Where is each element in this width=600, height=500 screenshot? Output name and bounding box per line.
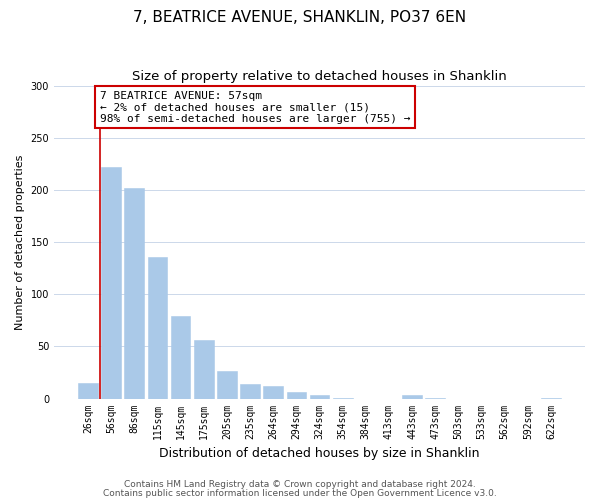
Text: Contains HM Land Registry data © Crown copyright and database right 2024.: Contains HM Land Registry data © Crown c… bbox=[124, 480, 476, 489]
Bar bbox=[78, 383, 98, 398]
X-axis label: Distribution of detached houses by size in Shanklin: Distribution of detached houses by size … bbox=[159, 447, 480, 460]
Bar bbox=[217, 372, 237, 398]
Bar bbox=[171, 316, 190, 398]
Bar bbox=[148, 256, 167, 398]
Text: Contains public sector information licensed under the Open Government Licence v3: Contains public sector information licen… bbox=[103, 488, 497, 498]
Bar bbox=[124, 188, 144, 398]
Bar bbox=[310, 396, 329, 398]
Bar bbox=[287, 392, 306, 398]
Bar bbox=[263, 386, 283, 398]
Title: Size of property relative to detached houses in Shanklin: Size of property relative to detached ho… bbox=[132, 70, 507, 83]
Bar bbox=[194, 340, 214, 398]
Text: 7, BEATRICE AVENUE, SHANKLIN, PO37 6EN: 7, BEATRICE AVENUE, SHANKLIN, PO37 6EN bbox=[133, 10, 467, 25]
Y-axis label: Number of detached properties: Number of detached properties bbox=[15, 154, 25, 330]
Bar bbox=[240, 384, 260, 398]
Bar bbox=[402, 396, 422, 398]
Bar bbox=[101, 167, 121, 398]
Text: 7 BEATRICE AVENUE: 57sqm
← 2% of detached houses are smaller (15)
98% of semi-de: 7 BEATRICE AVENUE: 57sqm ← 2% of detache… bbox=[100, 91, 410, 124]
